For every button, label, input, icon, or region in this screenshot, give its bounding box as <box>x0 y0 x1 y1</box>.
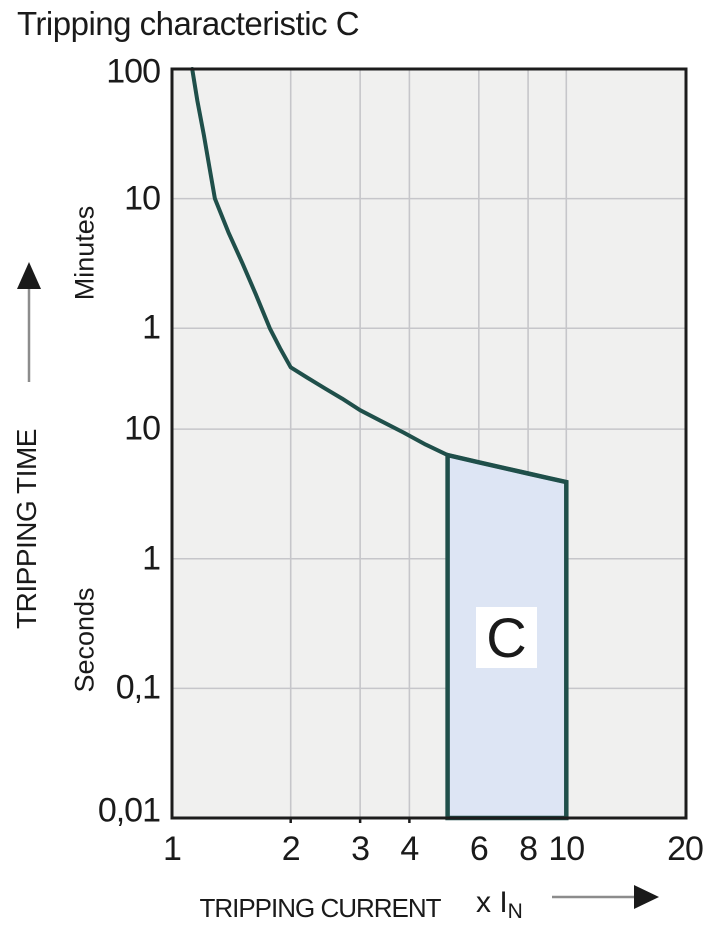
x-tick-label: 20 <box>667 830 704 868</box>
x-tick-label: 3 <box>351 830 370 868</box>
x-tick-label: 8 <box>519 830 538 868</box>
x-axis-title: TRIPPING CURRENT <box>199 893 441 923</box>
region-label-box: C <box>476 607 537 668</box>
y-axis-unit-seconds: Seconds <box>69 587 100 693</box>
y-tick-label: 0,01 <box>97 791 161 830</box>
page-title: Tripping characteristic C <box>17 5 360 42</box>
x-axis-unit-subscript: N <box>507 900 523 923</box>
y-axis-unit-minutes: Minutes <box>69 205 100 301</box>
y-tick-label: 0,1 <box>115 668 161 707</box>
y-axis-arrow-head <box>17 262 41 289</box>
plot-frame <box>170 67 688 820</box>
x-tick-label: 10 <box>548 830 585 868</box>
y-tick-label: 10 <box>124 179 161 218</box>
x-axis-arrow-head <box>634 885 659 909</box>
y-axis-title: TRIPPING TIME <box>11 429 42 629</box>
x-axis-unit-base: x I <box>476 886 508 919</box>
y-tick-label: 100 <box>106 52 161 91</box>
x-tick-label: 6 <box>469 830 489 868</box>
y-tick-label: 1 <box>142 539 161 578</box>
x-tick-label: 2 <box>281 830 301 868</box>
x-axis-unit: x IN <box>476 886 523 924</box>
region-label: C <box>486 605 527 669</box>
plot-background <box>172 69 686 818</box>
tripping-curve <box>190 67 569 485</box>
x-tick-label: 4 <box>400 830 419 868</box>
x-tick-label: 1 <box>163 830 182 868</box>
y-tick-label: 10 <box>124 409 161 448</box>
y-tick-label: 1 <box>142 308 161 347</box>
